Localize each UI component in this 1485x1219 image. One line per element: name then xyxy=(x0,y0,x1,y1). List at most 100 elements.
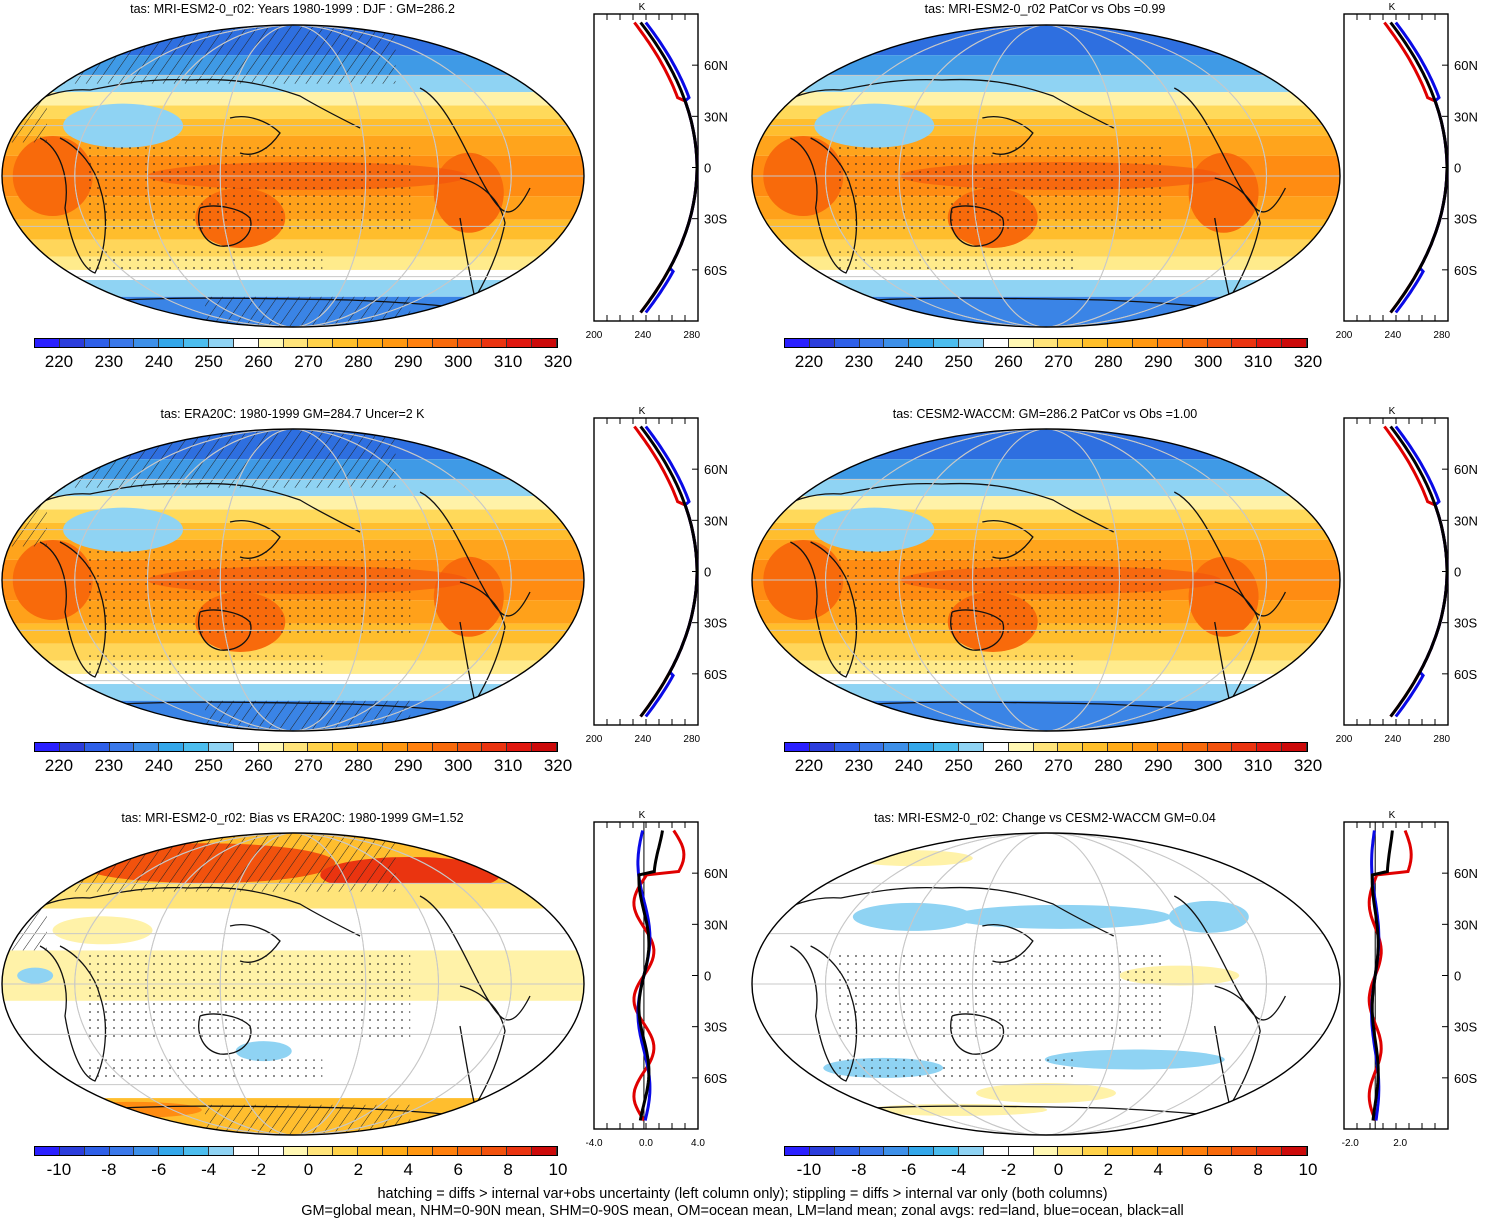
map-panel-era20c xyxy=(1,428,585,732)
colorbar-swatch xyxy=(457,743,483,751)
zonal-lat-label: 0 xyxy=(1454,969,1461,984)
panel-title-2: tas: MRI-ESM2-0_r02 PatCor vs Obs =0.99 xyxy=(924,2,1166,16)
zonal-lat-label: 60S xyxy=(1454,263,1477,278)
coastline xyxy=(1214,177,1261,300)
colorbar-tick-label: 320 xyxy=(1293,756,1323,775)
colorbar-swatch xyxy=(1282,1147,1308,1155)
zonal-lat-label: 30N xyxy=(1454,513,1478,528)
zonal-mean-plot-3: K 60N 30N 0 30S 60S 200 240 280 xyxy=(586,406,728,745)
temperature-band xyxy=(752,269,1340,281)
colorbar-tick-label: 250 xyxy=(194,756,223,775)
colorbar-tick-label: -10 xyxy=(796,1160,822,1179)
colorbar-tick-label: 240 xyxy=(894,352,923,371)
colorbar-swatch xyxy=(308,1147,334,1155)
colorbar-tick-label: 220 xyxy=(794,756,824,775)
change-cold-region xyxy=(852,902,973,931)
coastline xyxy=(229,520,281,559)
zonal-x-tick-label: -4.0 xyxy=(586,1138,603,1149)
zonal-frame xyxy=(1343,417,1449,726)
zonal-ocean-line xyxy=(1394,425,1449,718)
colorbar-tick-label: 280 xyxy=(344,756,373,775)
zonal-lat-label: 30S xyxy=(704,616,727,631)
colorbar-tick-label: 270 xyxy=(1044,352,1073,371)
zonal-unit-label: K xyxy=(1389,406,1396,417)
coastline xyxy=(1174,895,1287,1021)
zonal-x-tick-label: 240 xyxy=(635,330,652,341)
colorbar-swatch xyxy=(1133,1147,1158,1155)
colorbar-swatch xyxy=(1182,339,1208,347)
stippling xyxy=(838,950,1165,1043)
zonal-lat-label: 60N xyxy=(1454,58,1478,73)
zonal-land-line xyxy=(1383,425,1449,718)
coastline xyxy=(950,1013,1005,1055)
coastline xyxy=(39,541,107,678)
colorbar-tick-label: 10 xyxy=(1298,1160,1318,1179)
colorbar-swatch xyxy=(1232,743,1258,751)
colorbar-tick-label: -4 xyxy=(951,1160,967,1179)
colorbar-tick-label: 220 xyxy=(44,756,74,775)
colorbar-absolute-2: 220 230 240 250 260 270 280 290 300 310 320 xyxy=(784,338,1322,378)
map-outline xyxy=(1,428,585,732)
colorbar-swatch xyxy=(383,1147,408,1155)
zonal-all-line xyxy=(1389,21,1449,314)
colorbar-swatch xyxy=(159,743,185,751)
coastline xyxy=(19,886,361,937)
coastline xyxy=(982,520,1034,559)
colorbar-swatch xyxy=(1282,743,1308,751)
colorbar-tick-label: 4 xyxy=(403,1160,414,1179)
colorbar-swatch xyxy=(184,743,210,751)
colorbar-swatch xyxy=(432,339,458,347)
zonal-unit-label: K xyxy=(639,2,646,13)
colorbar-swatch xyxy=(1282,339,1308,347)
colorbar-swatch xyxy=(809,743,835,751)
colorbar-tick-label: -8 xyxy=(851,1160,867,1179)
colorbar-tick-label: 280 xyxy=(344,352,373,371)
temperature-band xyxy=(752,296,1340,327)
zonal-lat-label: 60S xyxy=(1454,667,1477,682)
zonal-x-tick-label: 280 xyxy=(683,330,700,341)
colorbar-swatch xyxy=(959,743,984,751)
coastline xyxy=(419,895,531,1021)
colorbar-swatch xyxy=(308,339,334,347)
zonal-lat-label: 60S xyxy=(704,263,727,278)
colorbar-tick-label: 250 xyxy=(194,352,223,371)
colorbar-swatch xyxy=(507,743,533,751)
colorbar-strip xyxy=(784,1146,1308,1156)
coastline xyxy=(39,137,107,274)
coastline xyxy=(419,87,531,213)
colorbar-swatch xyxy=(909,339,935,347)
temperature-band xyxy=(2,684,584,701)
coastline xyxy=(982,924,1034,963)
colorbar-tick-label: -4 xyxy=(201,1160,217,1179)
colorbar-absolute-1: 220 230 240 250 260 270 280 290 300 310 320 xyxy=(34,338,572,378)
colorbar-swatch xyxy=(233,1147,259,1155)
colorbar-swatch xyxy=(1257,1147,1283,1155)
zonal-lat-label: 0 xyxy=(1454,161,1461,176)
colorbar-swatch xyxy=(983,339,1009,347)
colorbar-swatch xyxy=(134,339,160,347)
zonal-lat-label: 30S xyxy=(704,1020,727,1035)
colorbar-swatch xyxy=(1008,1147,1034,1155)
stippling xyxy=(838,142,1165,235)
coastline xyxy=(790,541,858,678)
colorbar-swatch xyxy=(983,1147,1009,1155)
zonal-lat-label: 0 xyxy=(704,969,711,984)
colorbar-swatch xyxy=(383,743,408,751)
stippling xyxy=(838,655,1076,678)
bias-cold-region xyxy=(17,967,54,984)
coastline xyxy=(19,482,361,533)
coastline xyxy=(1174,87,1287,213)
colorbar-swatch xyxy=(59,1147,85,1155)
stippling xyxy=(838,251,1076,274)
coastline xyxy=(1174,491,1287,617)
temperature-band xyxy=(752,673,1340,685)
colorbar-strip xyxy=(34,742,558,752)
temperature-band xyxy=(752,479,1340,497)
colorbar-tick-label: 270 xyxy=(294,352,323,371)
colorbar-swatch xyxy=(1257,339,1283,347)
south-america-warm-region xyxy=(433,556,504,637)
colorbar-swatch xyxy=(884,1147,910,1155)
colorbar-swatch xyxy=(983,743,1009,751)
colorbar-tick-label: 230 xyxy=(94,352,124,371)
colorbar-tick-label: 320 xyxy=(543,756,573,775)
